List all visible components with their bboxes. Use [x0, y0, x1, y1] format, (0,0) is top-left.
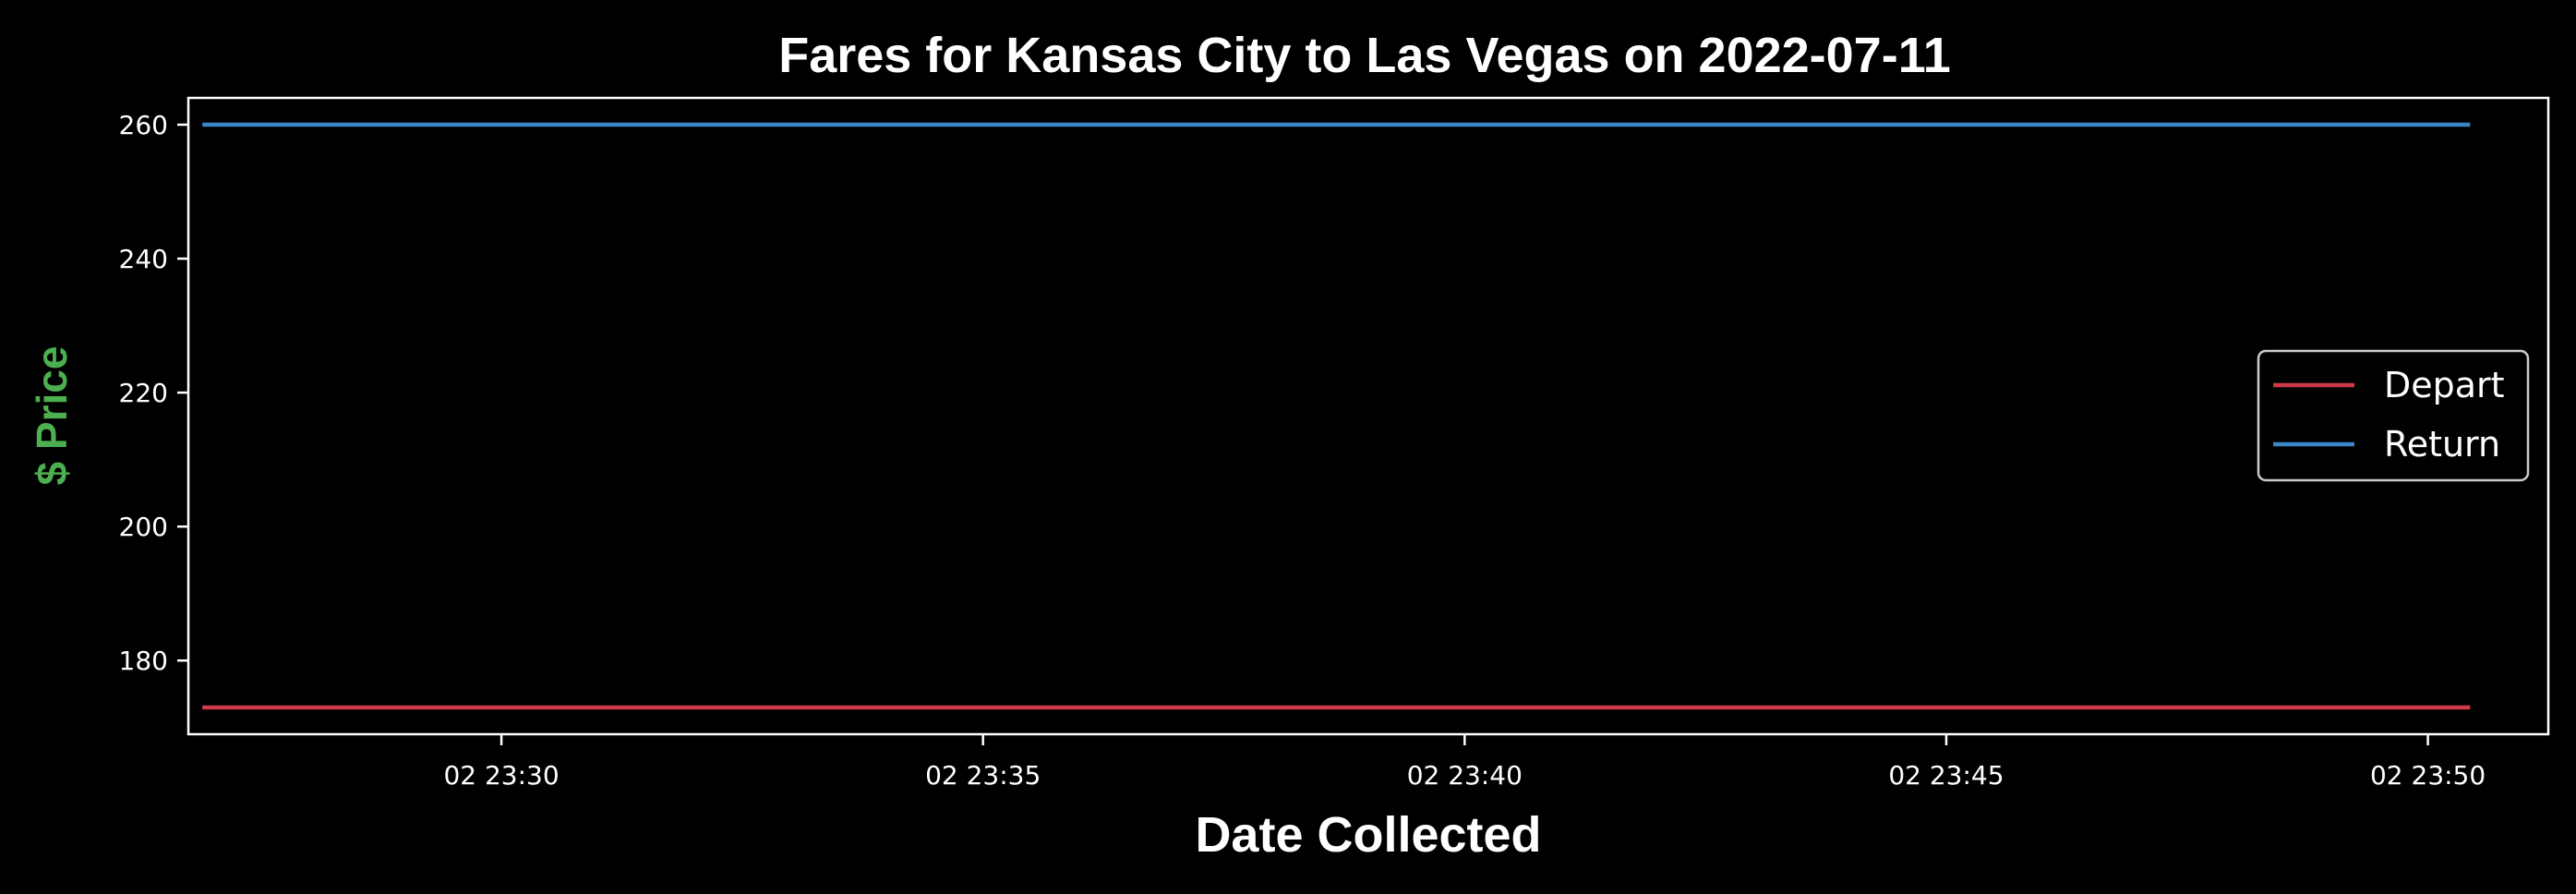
y-tick-label: 180 — [119, 646, 168, 676]
x-tick-label: 02 23:50 — [2370, 760, 2486, 791]
y-axis-ticks: 180 200 220 240 260 — [119, 110, 188, 676]
legend-label-return: Return — [2384, 424, 2500, 465]
series-lines — [202, 122, 2471, 710]
x-tick-label: 02 23:40 — [1407, 760, 1523, 791]
y-tick-label: 260 — [119, 110, 168, 140]
x-tick-label: 02 23:45 — [1888, 760, 2004, 791]
x-tick-label: 02 23:35 — [925, 760, 1041, 791]
legend-label-depart: Depart — [2384, 365, 2505, 405]
y-axis-label: $ Price — [28, 346, 76, 486]
x-tick-label: 02 23:30 — [443, 760, 559, 791]
y-tick-label: 220 — [119, 378, 168, 408]
legend: Depart Return — [2257, 349, 2530, 482]
y-tick-label: 200 — [119, 512, 168, 542]
chart-title: Fares for Kansas City to Las Vegas on 20… — [778, 28, 1951, 83]
y-tick-label: 240 — [119, 244, 168, 274]
x-axis-ticks: 02 23:30 02 23:35 02 23:40 02 23:45 02 23:50 — [443, 734, 2486, 791]
x-axis-label: Date Collected — [1195, 807, 1541, 863]
plot-area-frame — [187, 96, 2550, 736]
